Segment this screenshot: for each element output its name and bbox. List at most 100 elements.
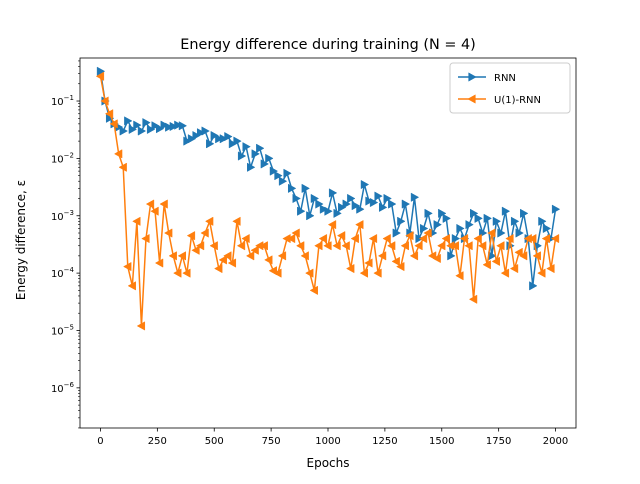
data-point bbox=[327, 220, 337, 230]
x-tick-label: 500 bbox=[205, 436, 224, 447]
data-point bbox=[336, 231, 346, 241]
data-point bbox=[468, 294, 478, 304]
data-point bbox=[400, 241, 409, 251]
data-point bbox=[538, 216, 547, 226]
data-point bbox=[297, 206, 306, 216]
data-point bbox=[465, 220, 474, 230]
x-tick-label: 1500 bbox=[429, 436, 454, 447]
data-point bbox=[396, 261, 405, 272]
data-point bbox=[274, 171, 283, 181]
y-tick-label: 10−1 bbox=[51, 94, 74, 108]
data-point bbox=[236, 241, 246, 251]
data-point bbox=[383, 193, 392, 204]
data-point bbox=[378, 202, 388, 212]
y-tick-label: 10−6 bbox=[51, 381, 75, 395]
data-point bbox=[286, 233, 296, 244]
data-point bbox=[470, 208, 479, 219]
data-point bbox=[113, 149, 123, 159]
data-point bbox=[306, 211, 315, 221]
data-point bbox=[541, 233, 551, 244]
data-point bbox=[409, 251, 419, 261]
data-point bbox=[123, 261, 132, 272]
data-point bbox=[196, 128, 206, 138]
data-point bbox=[232, 216, 241, 226]
data-point bbox=[356, 204, 365, 214]
data-point bbox=[237, 151, 247, 161]
data-point bbox=[227, 258, 237, 268]
axes-layer: 0 250 500 750 1000 1250 1500 1750 2000 10−6 10−5 10… bbox=[51, 57, 577, 447]
data-point bbox=[451, 233, 461, 244]
data-point bbox=[551, 204, 561, 214]
series-layer bbox=[95, 66, 561, 331]
data-point bbox=[182, 268, 191, 278]
data-point bbox=[368, 233, 378, 244]
data-point bbox=[209, 241, 218, 251]
data-point bbox=[301, 183, 310, 194]
data-point bbox=[224, 131, 233, 142]
data-point bbox=[164, 228, 173, 238]
data-point bbox=[455, 271, 464, 281]
data-point bbox=[160, 120, 169, 130]
data-point bbox=[437, 241, 446, 251]
data-point bbox=[365, 196, 374, 206]
y-axis-label: Energy difference, ε bbox=[14, 180, 28, 300]
x-tick-label: 250 bbox=[148, 436, 167, 447]
data-point bbox=[295, 241, 305, 251]
data-point bbox=[509, 263, 519, 274]
y-tick-label: 10−4 bbox=[51, 266, 75, 280]
data-point bbox=[241, 233, 250, 244]
data-point bbox=[104, 109, 114, 119]
data-point bbox=[250, 245, 259, 255]
data-point bbox=[447, 251, 456, 261]
series-u1-rnn bbox=[95, 71, 560, 331]
data-point bbox=[141, 233, 150, 244]
data-point bbox=[183, 136, 192, 146]
data-point bbox=[418, 233, 428, 244]
data-point bbox=[532, 251, 541, 261]
data-point bbox=[318, 233, 328, 244]
data-point bbox=[145, 199, 155, 209]
data-point bbox=[341, 241, 350, 251]
data-point bbox=[201, 126, 210, 136]
data-point bbox=[291, 228, 300, 238]
data-point bbox=[478, 241, 487, 251]
data-point bbox=[432, 253, 441, 264]
data-point bbox=[150, 206, 159, 216]
legend-box bbox=[449, 62, 571, 114]
data-point bbox=[491, 256, 500, 267]
data-point bbox=[450, 241, 460, 251]
data-point bbox=[500, 268, 510, 278]
data-point bbox=[359, 268, 369, 278]
data-point bbox=[251, 149, 260, 159]
data-point bbox=[497, 228, 506, 238]
data-point bbox=[218, 255, 227, 265]
data-point bbox=[206, 139, 215, 149]
data-point bbox=[401, 199, 411, 209]
data-point bbox=[542, 223, 552, 234]
data-point bbox=[397, 216, 406, 226]
data-point bbox=[118, 162, 127, 172]
data-point bbox=[247, 162, 256, 172]
data-point bbox=[132, 216, 141, 226]
data-point bbox=[414, 241, 423, 251]
data-point bbox=[233, 136, 242, 146]
data-point bbox=[518, 251, 528, 261]
data-point bbox=[482, 260, 491, 270]
data-point bbox=[100, 96, 109, 106]
data-point bbox=[360, 179, 370, 190]
data-point bbox=[514, 247, 523, 257]
data-point bbox=[433, 220, 442, 230]
x-tick-label: 1750 bbox=[486, 436, 511, 447]
data-point bbox=[277, 251, 287, 261]
x-tick-label: 2000 bbox=[543, 436, 568, 447]
data-point bbox=[151, 121, 160, 131]
data-point bbox=[156, 124, 165, 134]
data-point bbox=[96, 66, 106, 76]
data-point bbox=[192, 130, 201, 141]
data-point bbox=[136, 321, 146, 331]
data-point bbox=[137, 126, 147, 136]
data-point bbox=[483, 213, 492, 224]
legend-label: RNN bbox=[494, 73, 516, 84]
data-point bbox=[310, 193, 320, 204]
